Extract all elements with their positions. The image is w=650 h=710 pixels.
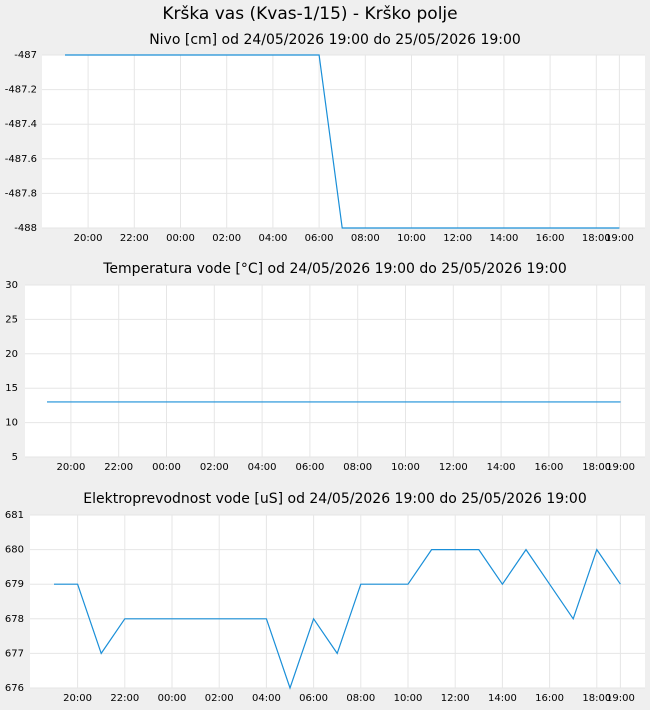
x-tick-label: 06:00 — [295, 462, 324, 473]
x-tick-label: 18:00 — [582, 233, 611, 244]
x-tick-label: 08:00 — [343, 462, 372, 473]
page-title: Krška vas (Kvas-1/15) - Krško polje — [162, 4, 457, 24]
x-tick-label: 02:00 — [212, 233, 241, 244]
x-tick-label: 12:00 — [441, 693, 470, 704]
chart-subtitle: Nivo [cm] od 24/05/2026 19:00 do 25/05/2… — [149, 32, 521, 48]
y-tick-label: 25 — [5, 314, 18, 325]
x-tick-label: 18:00 — [582, 462, 611, 473]
y-tick-label: -488 — [14, 223, 37, 234]
x-tick-label: 04:00 — [252, 693, 281, 704]
x-tick-label: 16:00 — [534, 462, 563, 473]
y-tick-label: -487 — [14, 50, 37, 61]
y-tick-label: 20 — [5, 349, 18, 360]
x-tick-label: 20:00 — [63, 693, 92, 704]
data-line — [54, 548, 621, 690]
x-tick-label: 14:00 — [487, 462, 516, 473]
y-tick-label: 677 — [5, 648, 24, 659]
x-tick-label: 22:00 — [120, 233, 149, 244]
x-tick-label: 00:00 — [158, 693, 187, 704]
x-tick-label: 12:00 — [443, 233, 472, 244]
plot-area — [25, 285, 645, 457]
y-tick-label: -487.4 — [5, 119, 37, 130]
plot-area — [30, 515, 645, 688]
x-tick-label: 08:00 — [351, 233, 380, 244]
x-tick-label: 04:00 — [258, 233, 287, 244]
data-line — [65, 54, 620, 229]
chart-subtitle: Temperatura vode [°C] od 24/05/2026 19:0… — [102, 261, 567, 277]
y-tick-label: 30 — [5, 280, 18, 291]
x-tick-label: 19:00 — [606, 693, 635, 704]
x-tick-label: 00:00 — [166, 233, 195, 244]
x-tick-label: 10:00 — [391, 462, 420, 473]
x-tick-label: 06:00 — [299, 693, 328, 704]
y-tick-label: 676 — [5, 683, 24, 694]
x-tick-label: 18:00 — [582, 693, 611, 704]
y-tick-label: 15 — [5, 383, 18, 394]
x-tick-label: 20:00 — [74, 233, 103, 244]
y-tick-label: -487.8 — [5, 188, 37, 199]
x-tick-label: 14:00 — [488, 693, 517, 704]
y-tick-label: -487.6 — [5, 154, 37, 165]
x-tick-label: 04:00 — [248, 462, 277, 473]
x-tick-label: 06:00 — [305, 233, 334, 244]
x-tick-label: 10:00 — [397, 233, 426, 244]
y-tick-label: 680 — [5, 545, 24, 556]
x-tick-label: 12:00 — [439, 462, 468, 473]
x-tick-label: 16:00 — [536, 233, 565, 244]
y-tick-label: 679 — [5, 579, 24, 590]
y-tick-label: 10 — [5, 418, 18, 429]
x-tick-label: 19:00 — [606, 462, 635, 473]
plot-area — [42, 55, 645, 228]
y-tick-label: 678 — [5, 614, 24, 625]
x-tick-label: 02:00 — [205, 693, 234, 704]
y-tick-label: 681 — [5, 510, 24, 521]
y-tick-label: 5 — [12, 452, 18, 463]
x-tick-label: 14:00 — [489, 233, 518, 244]
chart-subtitle: Elektroprevodnost vode [uS] od 24/05/202… — [83, 491, 586, 507]
x-tick-label: 16:00 — [535, 693, 564, 704]
x-tick-label: 22:00 — [104, 462, 133, 473]
x-tick-label: 08:00 — [346, 693, 375, 704]
y-tick-label: -487.2 — [5, 85, 37, 96]
x-tick-label: 22:00 — [110, 693, 139, 704]
x-tick-label: 00:00 — [152, 462, 181, 473]
x-tick-label: 19:00 — [605, 233, 634, 244]
x-tick-label: 10:00 — [394, 693, 423, 704]
x-tick-label: 02:00 — [200, 462, 229, 473]
x-tick-label: 20:00 — [56, 462, 85, 473]
